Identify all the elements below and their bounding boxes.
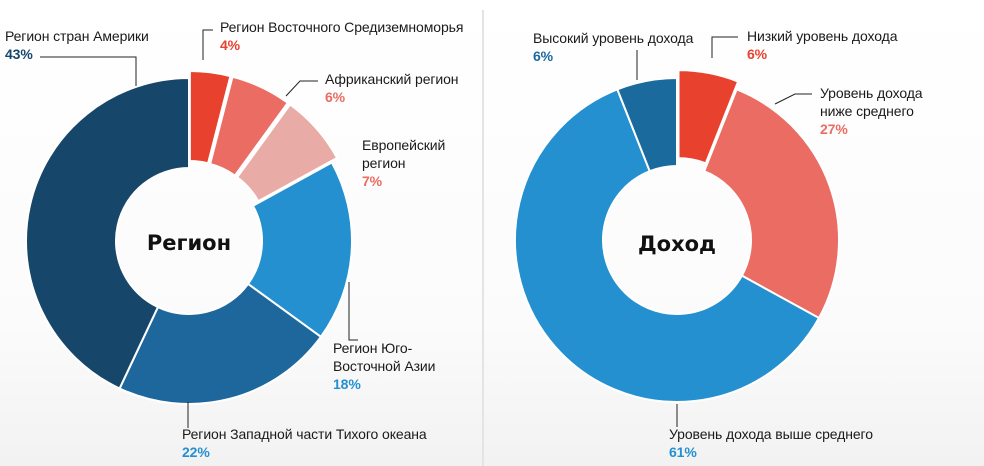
donut-slice-lower-middle — [702, 88, 840, 320]
region-donut — [25, 70, 353, 405]
label-africa: Африканский регион 6% — [325, 70, 459, 106]
label-europe-line2: регион — [362, 155, 406, 171]
income-center-title: Доход — [638, 232, 716, 256]
leader-eastern-mediterranean — [202, 29, 213, 60]
label-upper-middle-income: Уровень дохода выше среднего 61% — [669, 425, 873, 461]
donut-slice-europe — [235, 103, 339, 203]
leader-lower-middle-income — [774, 93, 812, 105]
label-high-income-percent: 6% — [533, 48, 554, 64]
region-center-title: Регион — [147, 231, 231, 255]
donut-slice-low — [677, 69, 740, 165]
label-high-income: Высокий уровень дохода 6% — [533, 29, 693, 65]
label-upper-middle-income-name: Уровень дохода выше среднего — [669, 426, 873, 442]
label-americas-name: Регион стран Америки — [5, 28, 149, 44]
label-high-income-name: Высокий уровень дохода — [533, 30, 694, 46]
label-southeast-asia-line1: Регион Юго- — [333, 340, 413, 356]
label-africa-percent: 6% — [325, 89, 346, 105]
donut-slice-eastern-mediterranean — [188, 70, 232, 165]
label-low-income-name: Низкий уровень дохода — [747, 28, 898, 44]
label-americas-percent: 43% — [5, 46, 33, 62]
label-eastern-mediterranean-name: Регион Восточного Средиземноморья — [220, 19, 464, 35]
label-lower-middle-percent: 27% — [820, 121, 848, 137]
income-donut — [514, 69, 840, 403]
donut-slice-high — [616, 76, 678, 173]
label-africa-name: Африканский регион — [325, 71, 459, 87]
leader-americas — [40, 56, 137, 86]
label-southeast-asia-percent: 18% — [333, 376, 361, 392]
leader-africa — [285, 80, 318, 97]
leader-lines — [40, 29, 812, 428]
label-western-pacific: Регион Западной части Тихого океана 22% — [182, 425, 427, 461]
label-western-pacific-percent: 22% — [182, 444, 210, 460]
label-southeast-asia-line2: Восточной Азии — [333, 358, 436, 374]
donut-slice-americas — [25, 76, 190, 390]
label-western-pacific-name: Регион Западной части Тихого океана — [182, 426, 427, 442]
label-europe-line1: Европейский — [362, 137, 446, 153]
label-europe: Европейский регион 7% — [362, 136, 445, 190]
label-lower-middle-line2: ниже среднего — [820, 103, 914, 119]
label-upper-middle-income-percent: 61% — [669, 444, 697, 460]
donut-slice-africa — [208, 75, 290, 178]
label-low-income: Низкий уровень дохода 6% — [747, 27, 897, 63]
label-americas: Регион стран Америки 43% — [5, 27, 149, 63]
label-low-income-percent: 6% — [747, 46, 768, 62]
leader-southeast-asia — [348, 282, 358, 341]
label-europe-percent: 7% — [362, 173, 383, 189]
leader-low-income — [711, 36, 738, 58]
label-lower-middle-income: Уровень дохода ниже среднего 27% — [820, 84, 923, 138]
donut-slice-upper-middle — [514, 88, 821, 403]
label-southeast-asia: Регион Юго- Восточной Азии 18% — [333, 339, 435, 393]
label-eastern-mediterranean: Регион Восточного Средиземноморья 4% — [220, 18, 463, 54]
label-eastern-mediterranean-percent: 4% — [220, 37, 241, 53]
label-lower-middle-line1: Уровень дохода — [820, 85, 923, 101]
donut-slice-southeast-asia — [246, 161, 353, 339]
chart-divider — [482, 10, 484, 466]
donut-slice-western-pacific — [118, 282, 323, 405]
